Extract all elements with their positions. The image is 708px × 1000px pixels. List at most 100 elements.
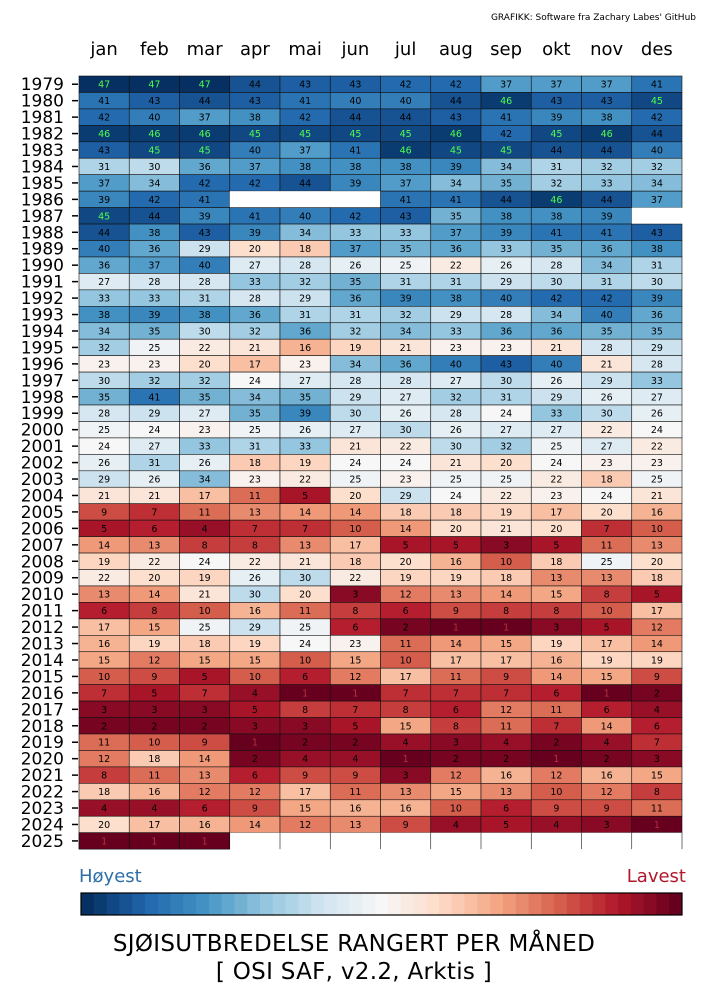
cell-value: 22	[500, 491, 512, 502]
cell-value: 19	[199, 573, 211, 584]
cell-value: 13	[249, 507, 261, 518]
cell-value: 33	[199, 442, 211, 453]
cell-value: 31	[299, 310, 311, 321]
cell-value: 27	[400, 392, 412, 403]
colorbar-swatch	[311, 893, 325, 915]
cell-value: 2	[654, 688, 660, 699]
cell-value: 23	[400, 475, 412, 486]
month-label: mai	[288, 39, 322, 60]
cell-value: 41	[500, 113, 512, 124]
year-label: 2003	[21, 470, 64, 490]
cell-value: 30	[249, 590, 261, 601]
year-label: 1983	[21, 141, 64, 161]
month-label: apr	[240, 39, 270, 60]
empty-cell	[481, 832, 532, 850]
colorbar-swatch	[93, 893, 108, 915]
cell-value: 30	[450, 442, 462, 453]
cell-value: 13	[299, 540, 311, 551]
cell-value: 44	[601, 195, 613, 206]
cell-value: 35	[400, 244, 412, 255]
cell-value: 46	[450, 129, 462, 140]
cell-value: 38	[400, 162, 412, 173]
cell-value: 10	[299, 655, 311, 666]
cell-value: 28	[450, 409, 462, 420]
cell-value: 34	[199, 475, 211, 486]
cell-value: 32	[601, 162, 613, 173]
cell-value: 41	[550, 228, 562, 239]
cell-value: 29	[500, 277, 512, 288]
cell-value: 13	[651, 540, 663, 551]
cell-value: 31	[148, 458, 160, 469]
cell-value: 16	[299, 343, 311, 354]
cell-value: 11	[450, 672, 462, 683]
cell-value: 1	[151, 836, 157, 847]
cell-value: 23	[601, 458, 613, 469]
cell-value: 34	[349, 359, 361, 370]
cell-value: 40	[299, 211, 311, 222]
cell-value: 44	[199, 96, 211, 107]
cell-value: 16	[601, 771, 613, 782]
cell-value: 42	[400, 80, 412, 91]
colorbar-swatch	[336, 893, 351, 915]
cell-value: 16	[148, 787, 160, 798]
year-label: 2005	[21, 503, 64, 523]
cell-value: 21	[349, 442, 361, 453]
cell-value: 11	[349, 787, 361, 798]
cell-value: 32	[651, 162, 663, 173]
cell-value: 20	[299, 590, 311, 601]
cell-value: 6	[252, 771, 258, 782]
cell-value: 8	[553, 606, 559, 617]
cell-value: 27	[500, 425, 512, 436]
cell-value: 25	[98, 425, 110, 436]
cell-value: 30	[500, 376, 512, 387]
cell-value: 25	[450, 475, 462, 486]
cell-value: 14	[349, 507, 361, 518]
cell-value: 15	[550, 590, 562, 601]
year-label: 2014	[21, 651, 64, 671]
cell-value: 5	[352, 721, 358, 732]
colorbar-swatch	[362, 893, 376, 915]
cell-value: 32	[98, 343, 110, 354]
cell-value: 4	[352, 754, 358, 765]
colorbar-swatch	[132, 893, 146, 915]
cell-value: 31	[249, 442, 261, 453]
year-label: 1999	[21, 404, 64, 424]
cell-value: 41	[249, 211, 261, 222]
cell-value: 6	[352, 623, 358, 634]
cell-value: 45	[651, 96, 663, 107]
cell-value: 22	[550, 475, 562, 486]
cell-value: 21	[98, 491, 110, 502]
cell-value: 25	[249, 425, 261, 436]
cell-value: 46	[148, 129, 160, 140]
cell-value: 12	[199, 787, 211, 798]
cell-value: 25	[550, 442, 562, 453]
cell-value: 3	[453, 738, 459, 749]
cell-value: 43	[500, 359, 512, 370]
colorbar-swatch	[170, 893, 184, 915]
cell-value: 28	[500, 310, 512, 321]
cell-value: 13	[500, 787, 512, 798]
cell-value: 42	[550, 294, 562, 305]
cell-value: 8	[604, 590, 610, 601]
empty-cell	[280, 832, 331, 850]
year-label: 1996	[21, 355, 64, 375]
cell-value: 41	[601, 228, 613, 239]
cell-value: 18	[400, 507, 412, 518]
cell-value: 11	[550, 705, 562, 716]
cell-value: 34	[601, 261, 613, 272]
cell-value: 40	[98, 244, 110, 255]
cell-value: 6	[453, 705, 459, 716]
cell-value: 38	[601, 113, 613, 124]
cell-value: 32	[199, 376, 211, 387]
cell-value: 11	[299, 606, 311, 617]
cell-value: 11	[249, 491, 261, 502]
cell-value: 25	[400, 261, 412, 272]
empty-cell	[330, 191, 381, 208]
cell-value: 36	[651, 310, 663, 321]
cell-value: 2	[352, 738, 358, 749]
cell-value: 36	[98, 261, 110, 272]
cell-value: 17	[400, 672, 412, 683]
cell-value: 43	[601, 96, 613, 107]
cell-value: 44	[500, 195, 512, 206]
